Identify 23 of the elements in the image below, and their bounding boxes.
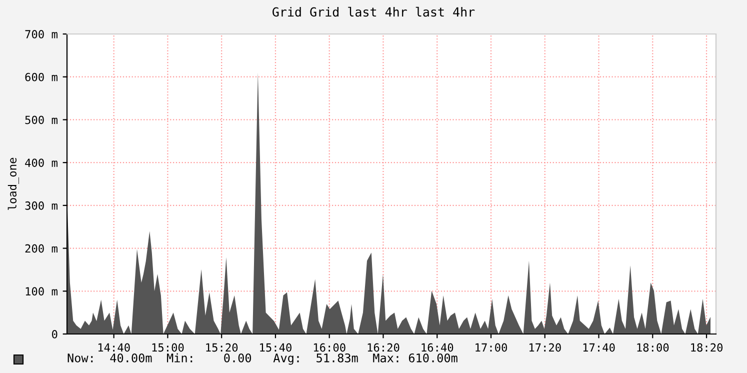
y-axis-title: load_one	[8, 158, 19, 210]
x-tick-label: 16:20	[368, 343, 400, 352]
y-tick-label: 500 m	[25, 116, 58, 124]
y-tick-label: 400 m	[25, 158, 58, 167]
y-tick-label: 100 m	[26, 287, 58, 296]
y-tick-label: 600 m	[25, 72, 58, 82]
x-tick-label: 14:40	[98, 343, 130, 352]
chart-title: Grid Grid last 4hr last 4hr	[272, 6, 475, 17]
x-tick-label: 15:00	[152, 343, 184, 352]
y-tick-label: 700 m	[25, 30, 58, 38]
x-tick-label: 16:40	[422, 343, 454, 352]
y-tick-label: 0	[52, 330, 58, 338]
x-tick-label: 18:20	[691, 343, 723, 352]
x-tick-label: 17:00	[476, 343, 507, 352]
x-tick-label: 15:20	[206, 343, 238, 352]
y-tick-label: 200 m	[25, 244, 58, 253]
x-tick-label: 16:00	[314, 343, 346, 352]
x-tick-label: 17:40	[583, 343, 615, 352]
x-tick-label: 15:40	[260, 343, 292, 352]
text: Now: 40.00m Min: 0.00 Avg: 51.83m Max: 610.00m	[68, 353, 458, 365]
x-tick-label: 17:20	[529, 343, 561, 352]
x-tick-label: 18:00	[637, 343, 669, 352]
y-tick-label: 300 m	[25, 201, 58, 210]
